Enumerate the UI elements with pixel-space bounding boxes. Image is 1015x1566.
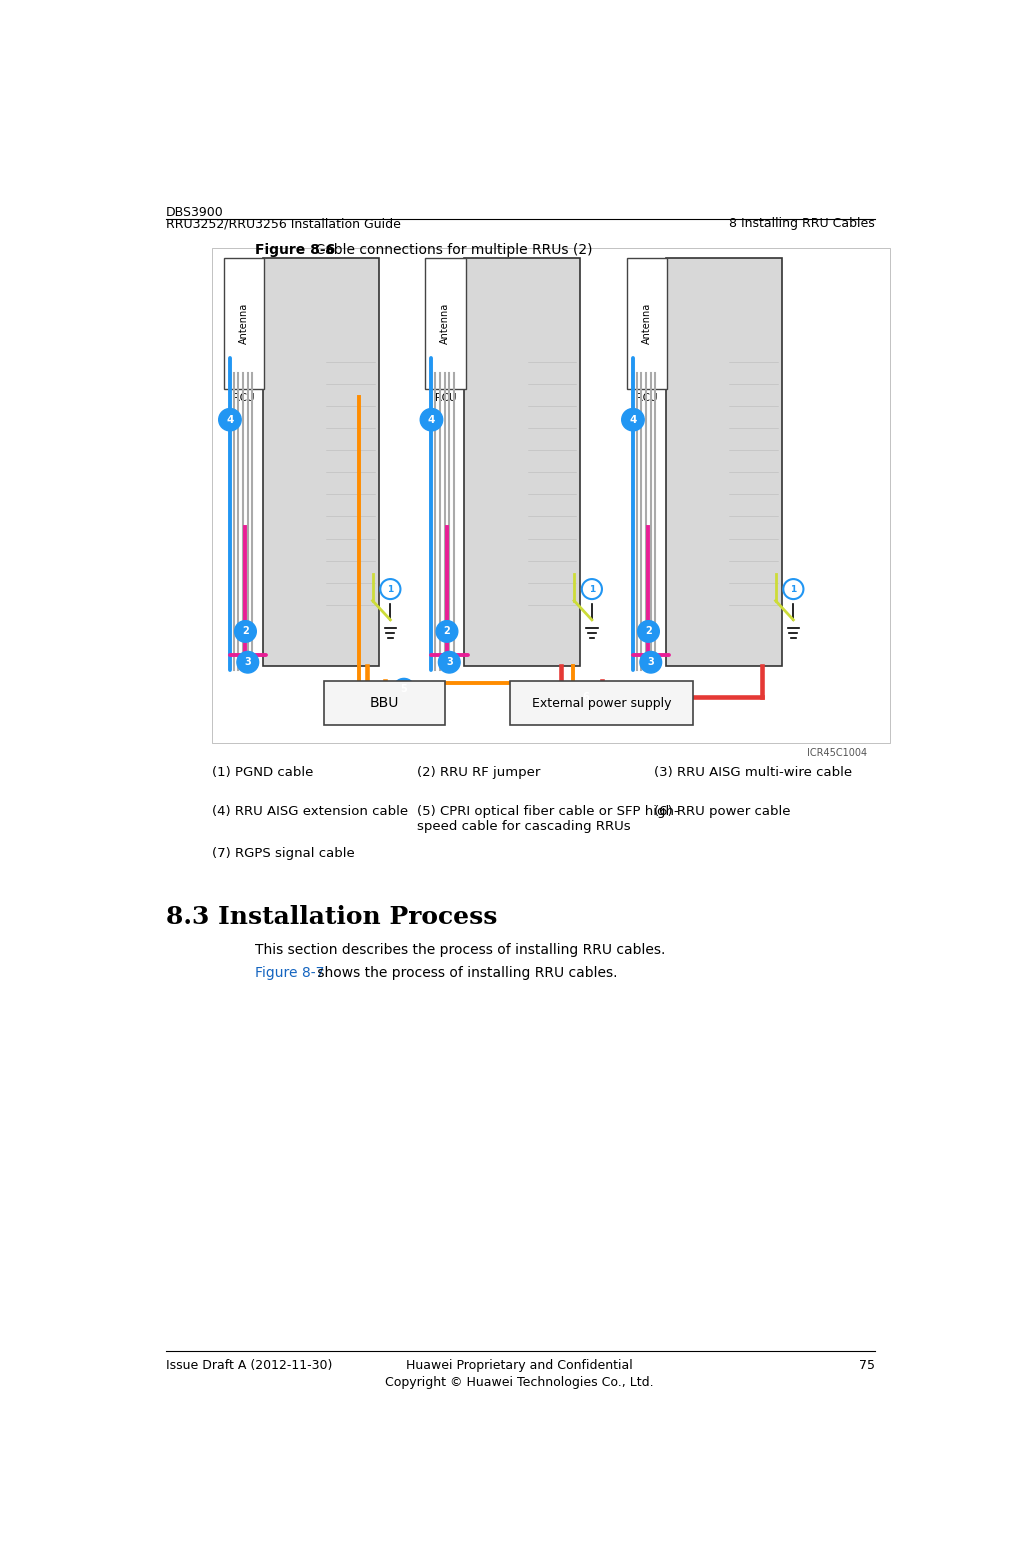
Text: Antenna: Antenna: [441, 302, 451, 345]
Text: 75: 75: [859, 1359, 875, 1372]
Bar: [511, 681, 692, 725]
Text: 4: 4: [226, 415, 233, 424]
Circle shape: [436, 620, 458, 642]
Bar: [212, 247, 890, 744]
Bar: [666, 258, 782, 666]
Text: 5: 5: [401, 684, 407, 694]
Circle shape: [582, 579, 602, 600]
Circle shape: [234, 620, 257, 642]
Text: 8 Installing RRU Cables: 8 Installing RRU Cables: [729, 218, 875, 230]
Circle shape: [236, 651, 259, 673]
Text: 6: 6: [583, 692, 590, 702]
Bar: [464, 258, 581, 666]
Text: 2: 2: [242, 626, 249, 636]
Text: DBS3900: DBS3900: [165, 207, 223, 219]
Text: (4) RRU AISG extension cable: (4) RRU AISG extension cable: [212, 805, 408, 817]
Circle shape: [393, 678, 415, 700]
Circle shape: [639, 651, 662, 673]
Text: Figure 8-7: Figure 8-7: [255, 966, 324, 980]
Text: 8.3 Installation Process: 8.3 Installation Process: [165, 905, 497, 929]
Text: 2: 2: [646, 626, 652, 636]
Bar: [626, 258, 667, 388]
Text: 2: 2: [444, 626, 451, 636]
Text: RCU: RCU: [434, 393, 456, 402]
Text: Antenna: Antenna: [239, 302, 249, 345]
Text: RRU3252/RRU3256 Installation Guide: RRU3252/RRU3256 Installation Guide: [165, 218, 401, 230]
Text: Cable connections for multiple RRUs (2): Cable connections for multiple RRUs (2): [311, 243, 592, 257]
Text: ICR45C1004: ICR45C1004: [807, 749, 867, 758]
Text: 1: 1: [791, 584, 797, 594]
Circle shape: [622, 409, 645, 431]
Text: (3) RRU AISG multi-wire cable: (3) RRU AISG multi-wire cable: [654, 766, 852, 780]
Bar: [263, 258, 379, 666]
Text: (5) CPRI optical fiber cable or SFP high-
speed cable for cascading RRUs: (5) CPRI optical fiber cable or SFP high…: [417, 805, 679, 833]
Circle shape: [784, 579, 804, 600]
Text: 1: 1: [388, 584, 394, 594]
Text: Huawei Proprietary and Confidential: Huawei Proprietary and Confidential: [406, 1359, 633, 1372]
Text: 4: 4: [629, 415, 636, 424]
Circle shape: [438, 651, 460, 673]
Text: External power supply: External power supply: [532, 697, 671, 709]
Text: RCU: RCU: [233, 393, 255, 402]
Text: Copyright © Huawei Technologies Co., Ltd.: Copyright © Huawei Technologies Co., Ltd…: [386, 1377, 654, 1389]
Circle shape: [218, 409, 242, 431]
Text: 3: 3: [245, 658, 251, 667]
Bar: [223, 258, 264, 388]
Text: BBU: BBU: [369, 695, 399, 709]
Text: This section describes the process of installing RRU cables.: This section describes the process of in…: [255, 943, 665, 957]
Text: Antenna: Antenna: [641, 302, 652, 345]
Bar: [325, 681, 445, 725]
Text: Figure 8-6: Figure 8-6: [255, 243, 335, 257]
Circle shape: [420, 409, 443, 431]
Text: shows the process of installing RRU cables.: shows the process of installing RRU cabl…: [313, 966, 617, 980]
Text: (2) RRU RF jumper: (2) RRU RF jumper: [417, 766, 541, 780]
Circle shape: [576, 686, 597, 708]
Text: RCU: RCU: [636, 393, 658, 402]
Circle shape: [637, 620, 660, 642]
Text: (7) RGPS signal cable: (7) RGPS signal cable: [212, 847, 355, 860]
Text: (6) RRU power cable: (6) RRU power cable: [654, 805, 791, 817]
Text: (1) PGND cable: (1) PGND cable: [212, 766, 314, 780]
Circle shape: [381, 579, 401, 600]
Text: 3: 3: [648, 658, 654, 667]
Text: 3: 3: [446, 658, 453, 667]
Text: Issue Draft A (2012-11-30): Issue Draft A (2012-11-30): [165, 1359, 332, 1372]
Text: 4: 4: [427, 415, 435, 424]
Bar: [425, 258, 466, 388]
Text: 1: 1: [589, 584, 595, 594]
